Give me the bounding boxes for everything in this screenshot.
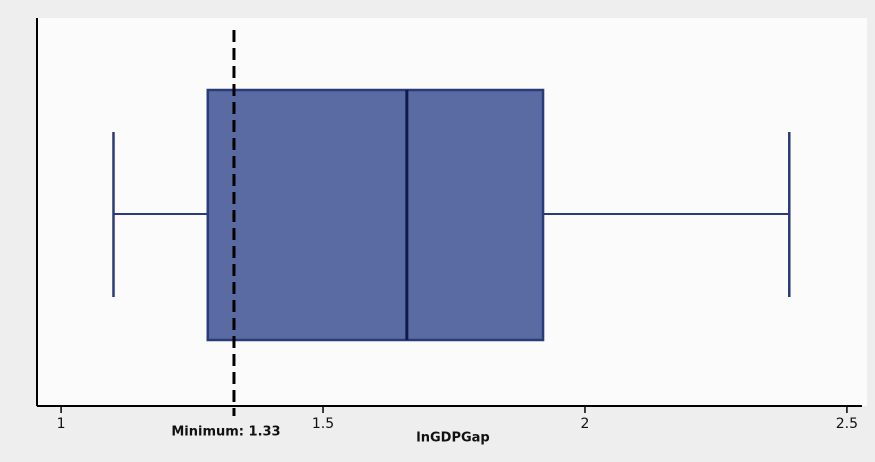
x-axis-label: lnGDPGap xyxy=(416,431,489,446)
box xyxy=(206,88,545,342)
x-tick-label: 1 xyxy=(57,416,66,432)
x-tick-label: 2 xyxy=(581,416,590,432)
reference-label: Minimum: 1.33 xyxy=(171,425,280,440)
x-tick-label: 2.5 xyxy=(836,416,858,432)
x-tick-label: 1.5 xyxy=(312,416,334,432)
